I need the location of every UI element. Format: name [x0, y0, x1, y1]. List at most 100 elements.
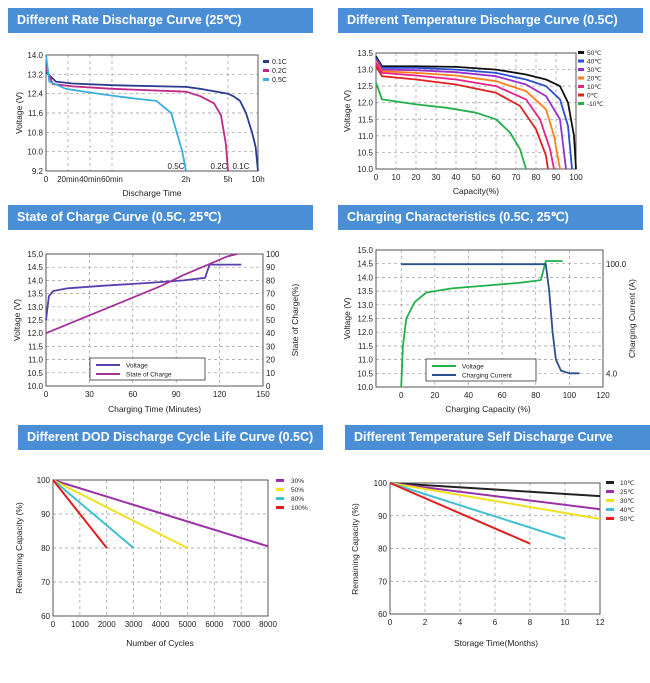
tick-label: 13.2 — [27, 70, 43, 79]
tick-label: 14.0 — [27, 276, 43, 285]
tick-label-right: 10 — [266, 369, 275, 378]
tick-label: 70 — [41, 578, 50, 587]
tick-label: 5h — [224, 175, 233, 184]
tick-label-right: 0 — [266, 382, 271, 391]
chart-state-of-charge: 15.0 14.5 14.0 13.5 13.0 12.5 12.0 11.5 11.0 10.5… — [12, 250, 300, 414]
legend-label: 40℃ — [587, 59, 602, 66]
legend-label: 40℃ — [620, 507, 635, 514]
chart-self-discharge: 100 90 80 70 600 2 4 6 8 10 12 10℃ 25℃ 30℃ 40℃ 50℃ Stora… — [350, 479, 635, 648]
panel-state-of-charge: State of Charge Curve (0.5C, 25℃) — [8, 205, 313, 230]
tick-label: 60min — [101, 175, 123, 184]
tick-label: 13.5 — [357, 287, 373, 296]
tick-label: 7000 — [232, 620, 250, 629]
plot-frame — [375, 249, 604, 388]
tick-label: 100 — [569, 173, 583, 182]
legend-swatch — [606, 508, 614, 511]
tick-label: 12.0 — [357, 328, 373, 337]
y-axis-label: Voltage (V) — [12, 299, 22, 341]
tick-label: 40 — [464, 391, 473, 400]
tick-label: 11.0 — [358, 356, 374, 365]
tick-label: 20 — [430, 391, 439, 400]
tick-label: 2h — [182, 175, 191, 184]
panel-rate-discharge: Different Rate Discharge Curve (25℃) — [8, 8, 313, 33]
panel-title: Charging Characteristics (0.5C, 25℃) — [338, 205, 643, 230]
tick-label-right: 4.0 — [606, 369, 618, 378]
series-line — [52, 479, 188, 549]
legend-label: Charging Current — [462, 373, 512, 380]
tick-label: 60 — [41, 612, 50, 621]
legend-swatch — [276, 506, 284, 509]
tick-label: 10h — [251, 175, 264, 184]
tick-label: 12.5 — [357, 315, 373, 324]
series-line — [52, 479, 269, 548]
tick-label: 10.8 — [27, 128, 43, 137]
tick-label: 15.0 — [27, 250, 43, 259]
legend-swatch — [578, 85, 584, 88]
series-line — [45, 263, 242, 321]
legend-label: 10℃ — [620, 480, 635, 487]
legend-label: 50℃ — [620, 516, 635, 523]
tick-label: 12.4 — [27, 90, 43, 99]
series-line — [375, 65, 549, 170]
series-line — [400, 260, 563, 388]
tick-label: 14.0 — [357, 273, 373, 282]
tick-label: 100 — [374, 479, 388, 488]
tick-label-right: 40 — [266, 329, 275, 338]
tick-label: 1000 — [71, 620, 89, 629]
panel-title: Different DOD Discharge Cycle Life Curve… — [18, 425, 323, 450]
legend-swatch — [276, 497, 284, 500]
legend-swatch — [276, 488, 284, 491]
legend-swatch — [578, 93, 584, 97]
series-line — [45, 253, 238, 335]
tick-label: 120 — [596, 391, 610, 400]
tick-label: 80 — [532, 173, 541, 182]
tick-label: 70 — [378, 577, 387, 586]
series-line — [52, 479, 135, 549]
legend-swatch — [606, 490, 614, 493]
legend-swatch — [578, 68, 584, 71]
tick-label: 12.0 — [357, 99, 373, 108]
tick-label: 11.0 — [358, 132, 374, 141]
series-line — [375, 60, 561, 170]
legend-label: State of Charge — [126, 372, 172, 379]
x-axis-label: Discharge Time — [122, 188, 181, 198]
tick-label: 120 — [213, 390, 227, 399]
series-line — [375, 55, 577, 170]
tick-label: 0 — [44, 175, 49, 184]
legend-swatch — [263, 78, 269, 81]
tick-label: 8 — [528, 618, 533, 627]
x-axis-label: Charging Capacity (%) — [445, 404, 531, 414]
tick-label: 0 — [51, 620, 56, 629]
legend-label: 100% — [291, 505, 308, 512]
tick-label: 2000 — [98, 620, 116, 629]
tick-label-right: 70 — [266, 290, 275, 299]
tick-label: 2 — [423, 618, 428, 627]
tick-label: 60 — [492, 173, 501, 182]
tick-label: 6 — [493, 618, 498, 627]
tick-label: 10 — [392, 173, 401, 182]
legend-label: Voltage — [126, 363, 148, 370]
tick-label: 150 — [256, 390, 270, 399]
chart-dod-cycle-life: 100 90 80 70 600 1000 2000 3000 4000 5000 6000 7000… — [14, 476, 308, 648]
legend-label: 20℃ — [587, 76, 602, 83]
tick-label-right: 100.0 — [606, 260, 627, 269]
tick-label: 11.6 — [28, 109, 44, 118]
legend-swatch — [606, 481, 614, 484]
legend-swatch — [578, 51, 584, 54]
tick-label: 30 — [432, 173, 441, 182]
legend-label: -10℃ — [587, 101, 604, 108]
tick-label: 90 — [378, 512, 387, 521]
tick-label: 70 — [512, 173, 521, 182]
tick-label: 100 — [37, 476, 51, 485]
tick-label: 12.0 — [27, 329, 43, 338]
series-line — [375, 59, 567, 170]
legend-label: 30% — [291, 478, 304, 485]
tick-label: 60 — [128, 390, 137, 399]
tick-label: 20 — [412, 173, 421, 182]
panel-title: Different Temperature Discharge Curve (0… — [338, 8, 643, 33]
legend-swatch — [578, 59, 584, 63]
x-axis-label: Storage Time(Months) — [454, 638, 538, 648]
y-axis-label: Remaining Capacity (%) — [350, 503, 360, 595]
series-line — [389, 482, 531, 545]
tick-label: 14.0 — [27, 51, 43, 60]
